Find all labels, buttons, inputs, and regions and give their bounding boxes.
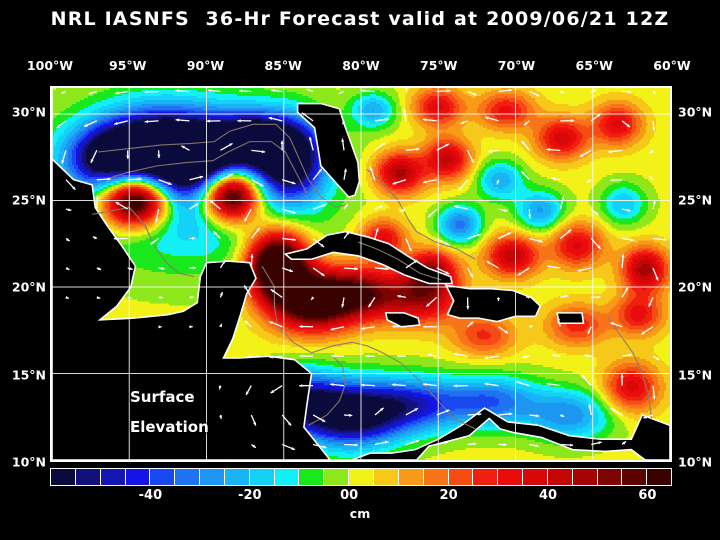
colorbar-swatch-11 — [324, 469, 349, 485]
colorbar-tick: 60 — [638, 488, 656, 503]
colorbar-swatch-4 — [150, 469, 175, 485]
colorbar-tick: -20 — [238, 488, 262, 503]
colorbar-swatches — [51, 469, 671, 485]
lat-label-left: 25°N — [12, 192, 46, 207]
forecast-map-page: NRL IASNFS 36-Hr Forecast valid at 2009/… — [0, 0, 720, 540]
colorbar-tick-labels: -40 -20 00 20 40 60 — [0, 488, 720, 506]
colorbar[interactable] — [50, 468, 672, 486]
colorbar-swatch-22 — [598, 469, 623, 485]
colorbar-swatch-20 — [548, 469, 573, 485]
colorbar-swatch-23 — [622, 469, 647, 485]
lon-label: 95°W — [109, 58, 146, 73]
colorbar-swatch-14 — [399, 469, 424, 485]
colorbar-swatch-13 — [374, 469, 399, 485]
colorbar-swatch-12 — [349, 469, 374, 485]
longitude-axis-labels: 100°W 95°W 90°W 85°W 80°W 75°W 70°W 65°W… — [0, 58, 720, 74]
lat-label-left: 30°N — [12, 105, 46, 120]
colorbar-swatch-17 — [473, 469, 498, 485]
lat-label-left: 10°N — [12, 455, 46, 470]
lat-label-right: 15°N — [678, 367, 712, 382]
colorbar-swatch-7 — [225, 469, 250, 485]
lon-label: 90°W — [187, 58, 224, 73]
colorbar-swatch-15 — [424, 469, 449, 485]
latitude-axis-labels-right: 30°N 25°N 20°N 15°N 10°N — [678, 0, 720, 540]
colorbar-tick: 20 — [440, 488, 458, 503]
lon-label: 85°W — [265, 58, 302, 73]
colorbar-tick: 40 — [539, 488, 557, 503]
colorbar-swatch-1 — [76, 469, 101, 485]
colorbar-swatch-2 — [101, 469, 126, 485]
colorbar-swatch-6 — [200, 469, 225, 485]
lat-label-left: 15°N — [12, 367, 46, 382]
colorbar-swatch-10 — [299, 469, 324, 485]
lat-label-right: 30°N — [678, 105, 712, 120]
colorbar-swatch-16 — [449, 469, 474, 485]
coastline-puerto-rico — [557, 313, 583, 323]
latitude-axis-labels-left: 30°N 25°N 20°N 15°N 10°N — [0, 0, 46, 540]
colorbar-swatch-18 — [498, 469, 523, 485]
colorbar-swatch-9 — [275, 469, 300, 485]
colorbar-tick: 00 — [340, 488, 358, 503]
colorbar-swatch-19 — [523, 469, 548, 485]
lat-label-right: 20°N — [678, 280, 712, 295]
lat-label-right: 10°N — [678, 455, 712, 470]
colorbar-swatch-21 — [573, 469, 598, 485]
colorbar-swatch-5 — [175, 469, 200, 485]
colorbar-swatch-24 — [647, 469, 671, 485]
colorbar-swatch-8 — [250, 469, 275, 485]
lon-label: 70°W — [498, 58, 535, 73]
map-plot-area[interactable]: Surface Elevation — [50, 86, 672, 462]
lat-label-right: 25°N — [678, 192, 712, 207]
colorbar-tick: -40 — [139, 488, 163, 503]
page-title: NRL IASNFS 36-Hr Forecast valid at 2009/… — [0, 8, 720, 30]
lat-label-left: 20°N — [12, 280, 46, 295]
lon-label: 65°W — [576, 58, 613, 73]
colorbar-unit-label: cm — [0, 506, 720, 521]
surface-elevation-field — [52, 88, 670, 460]
lon-label: 75°W — [420, 58, 457, 73]
colorbar-swatch-0 — [51, 469, 76, 485]
colorbar-swatch-3 — [126, 469, 151, 485]
lon-label: 80°W — [342, 58, 379, 73]
